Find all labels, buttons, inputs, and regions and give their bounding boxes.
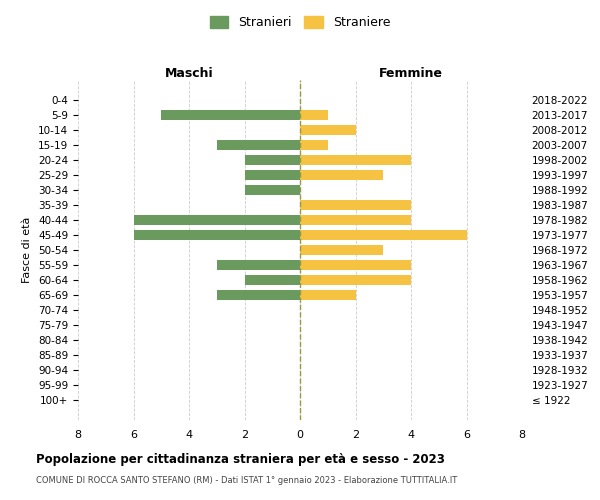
Y-axis label: Anni di nascita: Anni di nascita [597,209,600,291]
Bar [300,260,411,270]
Bar [300,245,383,255]
Bar [300,156,411,165]
Text: Femmine: Femmine [379,67,443,80]
Bar [300,200,411,210]
Bar [217,260,300,270]
Bar [300,215,411,225]
Bar [300,170,383,180]
Bar [133,215,300,225]
Bar [245,170,300,180]
Text: COMUNE DI ROCCA SANTO STEFANO (RM) - Dati ISTAT 1° gennaio 2023 - Elaborazione T: COMUNE DI ROCCA SANTO STEFANO (RM) - Dat… [36,476,457,485]
Y-axis label: Fasce di età: Fasce di età [22,217,32,283]
Bar [245,275,300,285]
Bar [217,140,300,150]
Bar [161,110,300,120]
Bar [245,186,300,195]
Bar [133,230,300,240]
Bar [300,275,411,285]
Bar [245,156,300,165]
Bar [300,230,467,240]
Bar [217,290,300,300]
Bar [300,110,328,120]
Bar [300,126,355,135]
Legend: Stranieri, Straniere: Stranieri, Straniere [205,11,395,34]
Bar [300,140,328,150]
Bar [300,290,355,300]
Text: Maschi: Maschi [164,67,214,80]
Text: Popolazione per cittadinanza straniera per età e sesso - 2023: Popolazione per cittadinanza straniera p… [36,452,445,466]
